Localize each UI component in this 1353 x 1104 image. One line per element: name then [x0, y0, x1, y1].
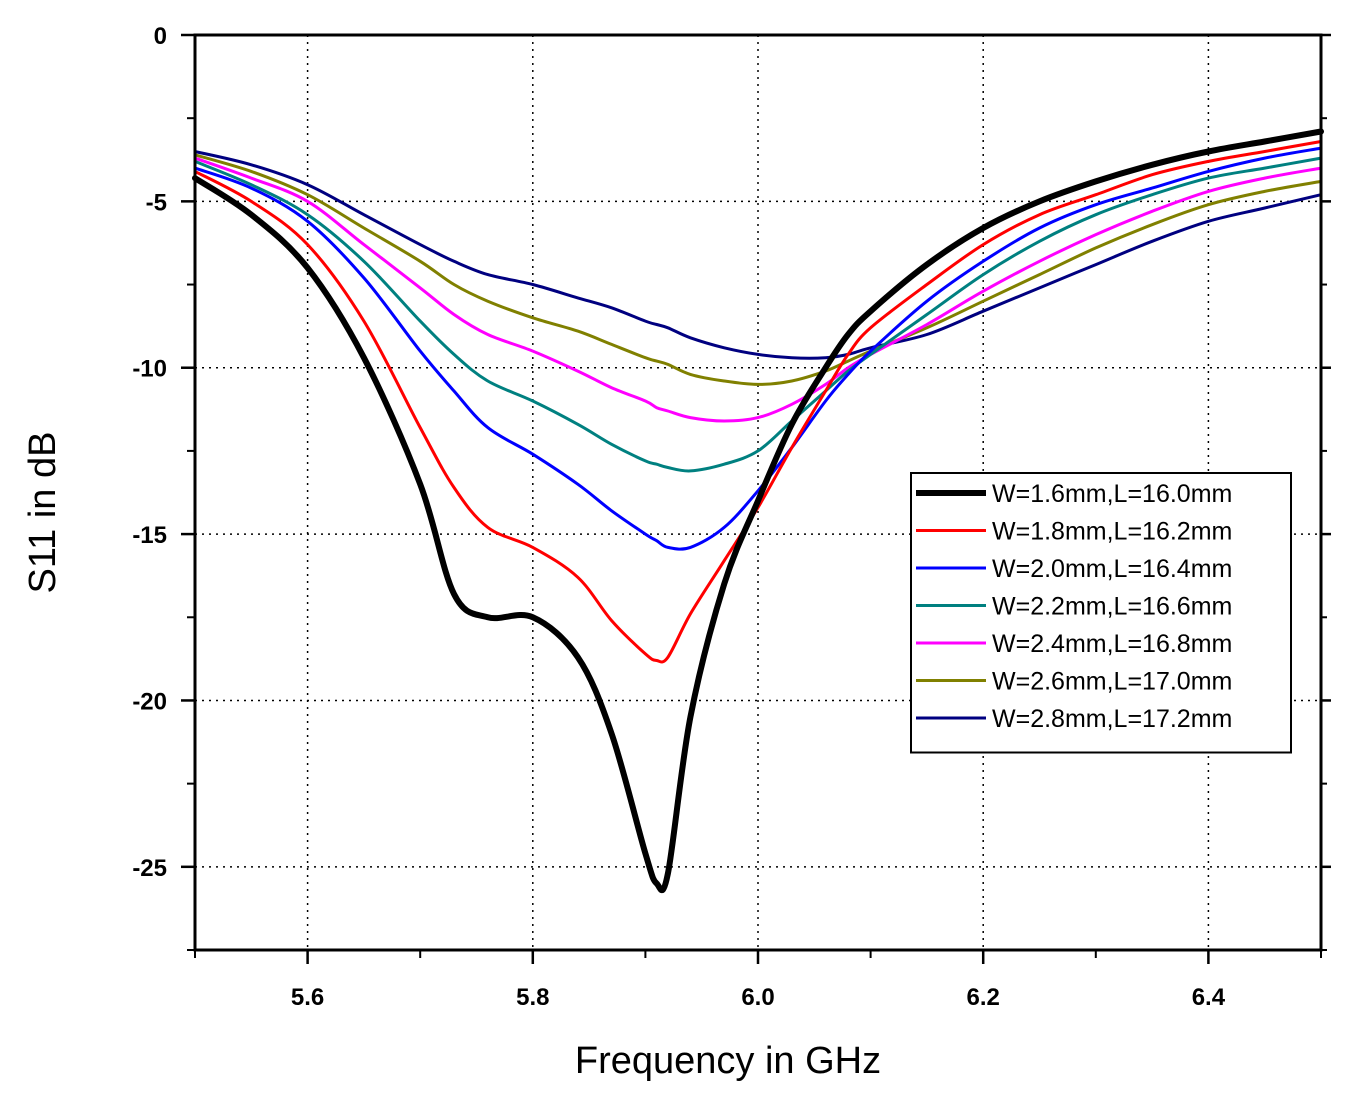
series-lines [192, 128, 1324, 894]
y-tick-label: 0 [154, 23, 167, 50]
legend-label: W=2.4mm,L=16.8mm [992, 630, 1232, 658]
series-line-1 [192, 128, 1324, 894]
legend-label: W=2.2mm,L=16.6mm [992, 593, 1232, 621]
x-tick-label: 5.6 [291, 984, 324, 1011]
y-tick-label: -25 [132, 855, 167, 882]
series-line-3 [193, 146, 1323, 551]
y-axis-title: S11 in dB [22, 432, 64, 594]
tick-labels: 5.6 5.8 6.0 6.2 6.4 0 -5 -10 -15 -20 -25 [132, 23, 1225, 1011]
y-tick-label: -15 [132, 522, 167, 549]
x-tick-label: 5.8 [516, 984, 549, 1011]
y-tick-label: -10 [132, 356, 167, 383]
x-tick-label: 6.4 [1192, 984, 1226, 1011]
legend-label: W=2.6mm,L=17.0mm [992, 668, 1232, 696]
series-line-2 [193, 140, 1323, 664]
y-tick-label: -20 [132, 688, 167, 715]
series-line-6 [193, 153, 1323, 386]
x-tick-label: 6.0 [741, 984, 774, 1011]
x-tick-label: 6.2 [967, 984, 1000, 1011]
legend: W=1.6mm,L=16.0mm W=1.8mm,L=16.2mm W=2.0mm,… [910, 472, 1292, 754]
series-line-7 [193, 150, 1323, 360]
series-line-5 [193, 156, 1323, 423]
axis-ticks [181, 33, 1331, 964]
legend-label: W=1.6mm,L=16.0mm [992, 480, 1232, 508]
legend-label: W=2.0mm,L=16.4mm [992, 555, 1232, 583]
legend-box [910, 472, 1292, 754]
x-axis-title: Frequency in GHz [575, 1040, 881, 1082]
y-tick-label: -5 [146, 189, 167, 216]
legend-label: W=2.8mm,L=17.2mm [992, 705, 1232, 733]
legend-label: W=1.8mm,L=16.2mm [992, 518, 1232, 546]
series-line-4 [193, 156, 1323, 473]
